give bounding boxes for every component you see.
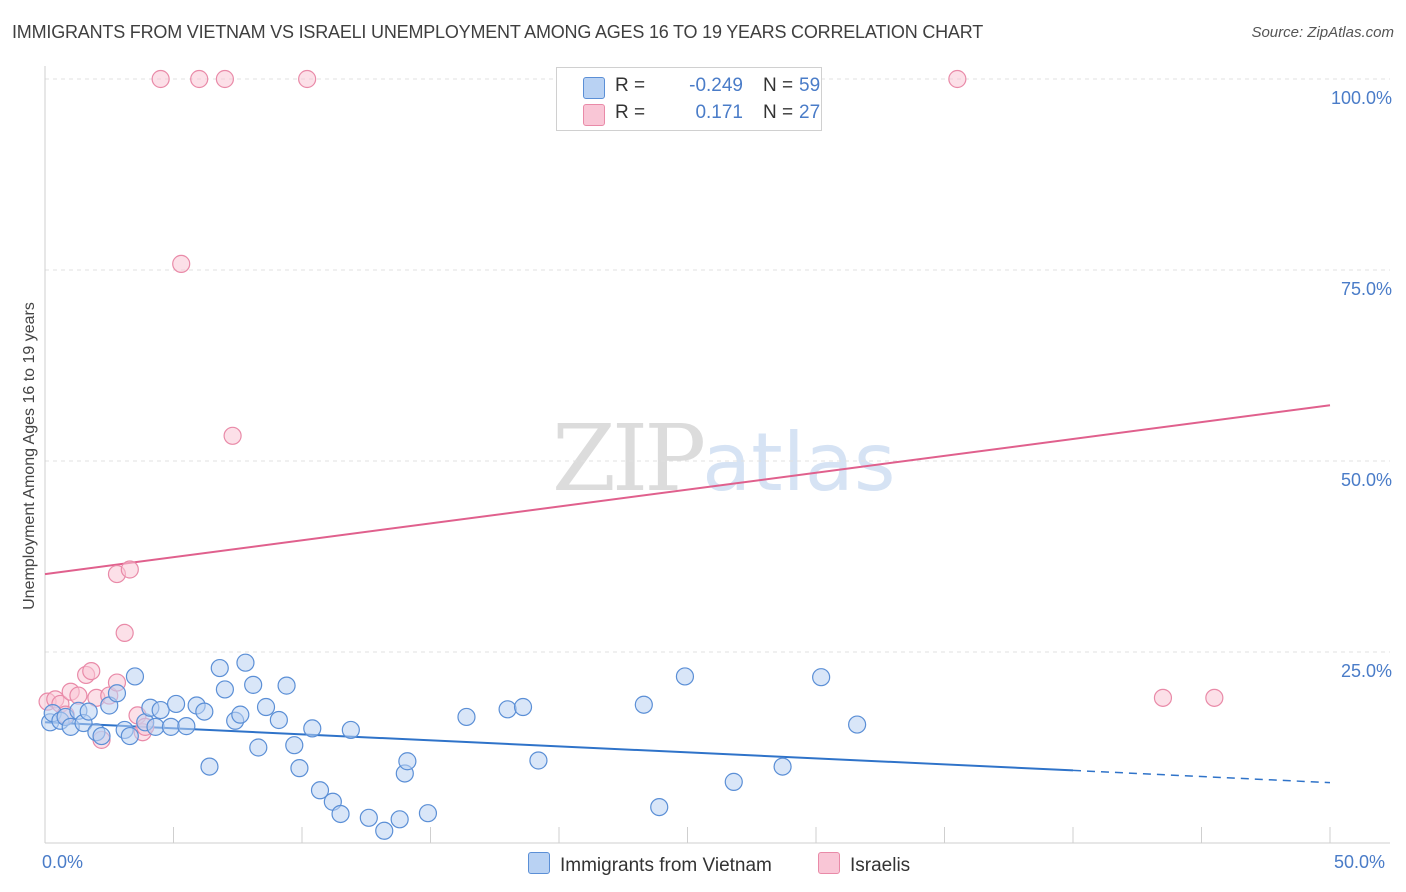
israelis-point: [151, 69, 170, 89]
vietnam-point: [120, 726, 139, 746]
legend-label: Israelis: [850, 855, 911, 876]
vietnam-point: [650, 797, 669, 817]
axes: [44, 66, 1390, 844]
vietnam-point: [195, 702, 214, 721]
israelis-point: [223, 426, 242, 445]
vietnam-point: [457, 707, 476, 727]
swatch-pink: [583, 104, 605, 126]
watermark-zip: ZIP: [552, 405, 706, 512]
vietnam-point: [675, 667, 695, 686]
source-credit: Source: ZipAtlas.com: [1251, 24, 1394, 41]
gridlines: [45, 78, 1390, 653]
israelis-point: [1153, 688, 1173, 707]
vietnam-point: [812, 668, 831, 687]
vietnam-point: [310, 781, 330, 800]
israelis-point: [190, 69, 209, 89]
x-tick-label: 0.0%: [42, 852, 84, 872]
vietnam-point: [256, 697, 276, 717]
r-label: R =: [615, 75, 646, 96]
x-tick-label: 50.0%: [1334, 852, 1386, 872]
y-tick-label: 100.0%: [1330, 88, 1392, 108]
vietnam-point: [724, 772, 743, 791]
vietnam-point: [290, 759, 309, 778]
vietnam-point: [359, 808, 378, 827]
y-tick-label: 50.0%: [1340, 470, 1392, 490]
vietnam-point: [166, 694, 186, 714]
vietnam-point: [210, 658, 229, 678]
vietnam-point: [151, 700, 170, 720]
vietnam-point: [848, 715, 867, 734]
israelis-point: [948, 69, 967, 89]
vietnam-point: [331, 804, 350, 824]
n-value: 27: [799, 102, 821, 123]
vietnam-point: [79, 702, 98, 721]
vietnam-point: [236, 653, 255, 672]
vietnam-point: [177, 717, 196, 736]
data-points: [38, 69, 1224, 840]
vietnam-point: [390, 810, 409, 829]
vietnam-point: [529, 751, 548, 770]
y-axis-label: Unemployment Among Ages 16 to 19 years: [21, 302, 38, 610]
correlation-legend: R = -0.249 N = 59 R = 0.171 N = 27: [556, 67, 822, 131]
y-tick-label: 75.0%: [1340, 279, 1392, 299]
vietnam-point: [418, 804, 438, 823]
vietnam-point: [398, 752, 417, 771]
israelis-point: [120, 560, 139, 579]
israelis-point: [69, 686, 88, 705]
vietnam-point: [200, 757, 219, 776]
vietnam-point: [277, 676, 296, 695]
vietnam-point: [215, 680, 234, 699]
vietnam-point: [498, 700, 517, 719]
vietnam-trend-extension: [1072, 769, 1331, 784]
r-label: R =: [615, 102, 646, 123]
israelis-point: [115, 623, 134, 643]
vietnam-point: [285, 736, 304, 755]
vietnam-point: [92, 726, 111, 746]
chart-title: IMMIGRANTS FROM VIETNAM VS ISRAELI UNEMP…: [12, 22, 984, 42]
israelis-point: [1205, 688, 1224, 707]
r-value: -0.249: [689, 75, 743, 96]
legend-label: Immigrants from Vietnam: [560, 855, 772, 876]
israelis-point: [298, 69, 317, 89]
vietnam-point: [634, 695, 653, 714]
israelis-point: [82, 661, 101, 681]
vietnam-point: [146, 717, 165, 736]
swatch-blue: [583, 77, 605, 99]
trend-lines: [44, 404, 1331, 784]
vietnam-point: [513, 697, 533, 717]
vietnam-point: [303, 719, 322, 738]
israelis-point: [215, 69, 234, 89]
watermark-atlas: atlas: [702, 416, 896, 509]
y-tick-label: 25.0%: [1340, 661, 1392, 681]
vietnam-point: [773, 757, 792, 776]
vietnam-point: [244, 675, 263, 694]
legend-swatch-blue: [528, 852, 550, 874]
legend-swatch-pink: [818, 852, 840, 874]
vietnam-point: [161, 717, 181, 736]
vietnam-point: [107, 684, 127, 703]
watermark: ZIPatlas: [552, 405, 896, 512]
legend-item-israelis[interactable]: Israelis: [818, 852, 910, 877]
vietnam-trend-line: [44, 721, 1074, 772]
vietnam-point: [375, 821, 394, 840]
vietnam-point: [231, 705, 250, 724]
n-label: N =: [763, 102, 794, 123]
n-label: N =: [763, 75, 794, 96]
n-value: 59: [799, 75, 821, 96]
israelis-point: [172, 254, 191, 273]
legend-item-vietnam[interactable]: Immigrants from Vietnam: [528, 852, 772, 877]
israelis-trend-line: [44, 404, 1331, 576]
vietnam-point: [341, 720, 360, 740]
vietnam-point: [125, 667, 145, 686]
vietnam-point: [249, 738, 268, 757]
vietnam-point: [269, 710, 288, 730]
r-value: 0.171: [695, 102, 743, 123]
